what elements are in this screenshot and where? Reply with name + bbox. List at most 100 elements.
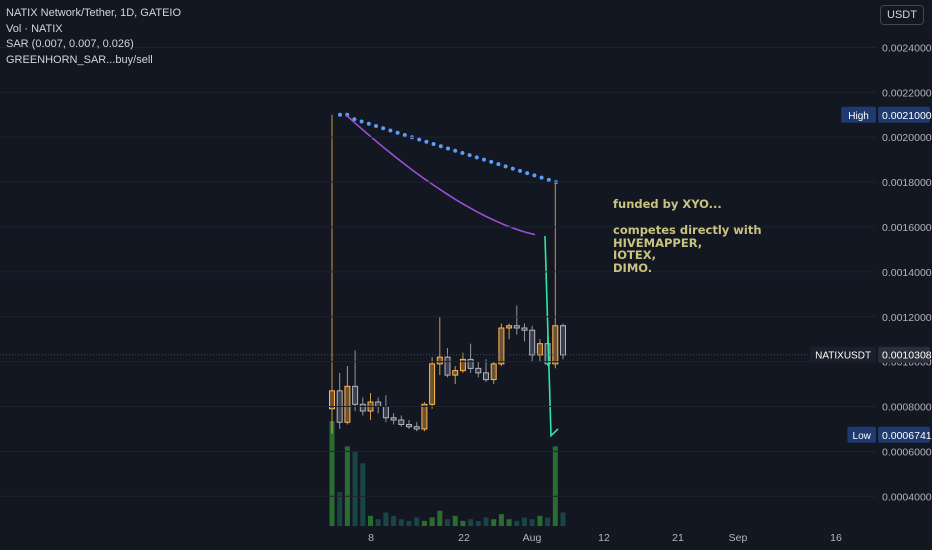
marker-label: Low (853, 431, 872, 442)
price-tick-label: 0.0016000 (882, 222, 932, 234)
sar-dot (532, 173, 537, 178)
sar-dot (546, 177, 551, 182)
sar-dot (460, 150, 465, 155)
volume-bar (414, 517, 420, 526)
sar-dot (352, 117, 357, 122)
time-tick-label: Sep (729, 532, 748, 544)
price-axis[interactable]: 0.0024000 0.0022000 0.0020000 0.0018000 0.00… (0, 42, 932, 503)
volume-bar (337, 492, 343, 526)
volume-bar (560, 512, 566, 526)
sar-line (345, 114, 536, 236)
candle (452, 366, 459, 385)
sar-dot (381, 126, 386, 131)
volume-bar (522, 517, 527, 526)
volume-bar (352, 451, 358, 526)
volume-bar (529, 519, 535, 526)
candle-body (452, 370, 459, 376)
candle (398, 415, 405, 427)
candle (406, 419, 412, 429)
candle (329, 114, 335, 434)
volume-bar (406, 520, 412, 526)
marker-label-bg (841, 106, 876, 123)
candle (444, 348, 451, 378)
price-markers: High 0.0021000 NATIXUSDT 0.0010308 Low 0.0006… (0, 106, 932, 443)
price-tick-label: 0.0012000 (882, 312, 932, 324)
marker-label-bg (847, 426, 876, 443)
candle-body (329, 390, 335, 410)
sar-dot (467, 153, 472, 158)
time-tick-label: 12 (598, 532, 610, 544)
price-tick-label: 0.0024000 (882, 42, 932, 54)
currency-selector[interactable]: USDT (880, 5, 924, 25)
indicator-greenhorn[interactable]: GREENHORN_SAR...buy/sell (6, 53, 153, 66)
volume-bar (537, 515, 543, 526)
candle-body (421, 403, 428, 430)
text-annotation[interactable]: funded by XYO... competes directly with … (613, 198, 762, 275)
volume-bar (468, 519, 474, 526)
price-tick-label: 0.0022000 (882, 87, 932, 99)
volume-bar (375, 519, 381, 526)
sar-dot (539, 175, 544, 180)
candle (413, 422, 420, 432)
candle (536, 339, 543, 362)
indicator-volume[interactable]: Vol · NATIX (6, 22, 63, 35)
volume-bar (360, 463, 366, 526)
candle-body (406, 423, 412, 428)
candle (436, 316, 443, 376)
candle (382, 395, 389, 423)
price-marker: NATIXUSDT 0.0010308 (810, 346, 932, 363)
price-tick-label: 0.0004000 (882, 491, 932, 503)
sar-dot (525, 171, 530, 176)
candle-body (536, 343, 543, 356)
sar-dot (359, 119, 364, 124)
volume-bar (514, 520, 520, 526)
time-tick-label: Aug (523, 532, 542, 544)
time-tick-label: 8 (368, 532, 374, 544)
time-tick-label: 22 (458, 532, 470, 544)
price-tick-label: 0.0014000 (882, 267, 932, 279)
candle-body (413, 426, 420, 430)
symbol-title[interactable]: NATIX Network/Tether, 1D, GATEIO (6, 7, 182, 19)
sar-dot (489, 159, 494, 164)
volume-bar (421, 520, 427, 526)
candle (344, 366, 351, 425)
marker-label: NATIXUSDT (815, 351, 871, 362)
candle-body (390, 417, 397, 421)
candle-body (382, 406, 389, 419)
sar-dot (482, 157, 486, 162)
volume-bar (483, 517, 489, 526)
chart-legend: NATIX Network/Tether, 1D, GATEIO Vol · N… (6, 6, 181, 68)
volume-bar (506, 519, 512, 526)
volume-bar (398, 519, 404, 526)
time-tick-label: 16 (830, 532, 842, 544)
candle-body (352, 385, 359, 405)
sar-dot (453, 148, 458, 153)
price-tick-label: 0.0006000 (882, 446, 932, 458)
time-tick-label: 21 (672, 532, 684, 544)
candle-body (398, 419, 405, 425)
volume-bars (329, 421, 566, 526)
sar-overlay (338, 112, 559, 438)
marker-value: 0.0006741 (882, 430, 932, 442)
time-axis[interactable]: 8 22 Aug 12 21 Sep 16 (368, 532, 842, 544)
price-tick-label: 0.0018000 (882, 177, 932, 189)
volume-bar (460, 520, 466, 526)
candle-body (490, 363, 497, 381)
price-marker: Low 0.0006741 (847, 426, 932, 443)
marker-value-bg (878, 426, 930, 443)
sar-dot (431, 141, 436, 146)
candle (483, 359, 489, 382)
candle-body (359, 403, 366, 412)
candle-body (429, 363, 436, 405)
signal-line (544, 235, 559, 438)
volume-bar (452, 515, 458, 526)
candle-body (560, 325, 566, 356)
sar-dot (395, 130, 400, 135)
candle-body (483, 372, 489, 381)
marker-label-bg (810, 346, 876, 363)
indicator-sar[interactable]: SAR (0.007, 0.007, 0.026) (6, 38, 134, 50)
candle (552, 182, 559, 369)
sar-dot (518, 168, 522, 173)
candle (506, 323, 513, 340)
